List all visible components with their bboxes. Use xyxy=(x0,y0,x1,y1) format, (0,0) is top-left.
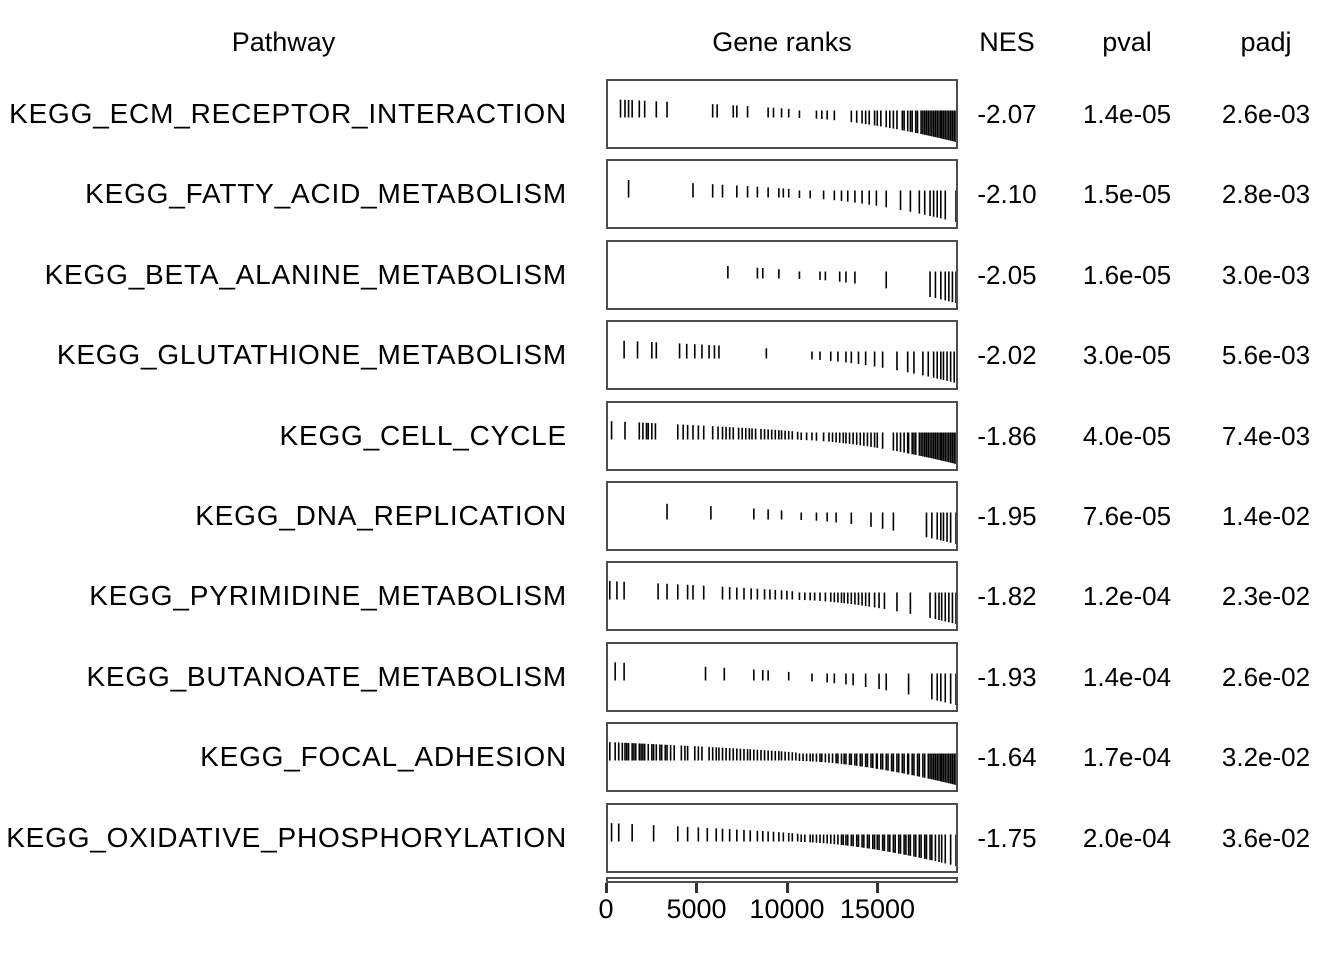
padj-value: 3.6e-02 xyxy=(1221,822,1311,853)
padj-value: 2.6e-03 xyxy=(1221,99,1311,129)
nes-value: -2.07 xyxy=(977,99,1037,129)
pval-value: 2.0e-04 xyxy=(1082,822,1172,853)
pathway-label: KEGG_PYRIMIDINE_METABOLISM xyxy=(89,580,567,612)
pval-value: 7.6e-05 xyxy=(1082,501,1172,531)
gene-ranks-plot xyxy=(606,400,958,471)
nes-value: -1.93 xyxy=(977,661,1037,692)
padj-value: 5.6e-03 xyxy=(1221,340,1311,371)
gene-ranks-plot xyxy=(606,159,958,230)
nes-value: -1.86 xyxy=(977,420,1037,451)
gene-ranks-plot xyxy=(606,79,958,149)
axis-tick-mark xyxy=(695,883,699,893)
nes-value: -1.82 xyxy=(977,581,1037,612)
padj-value: 1.4e-02 xyxy=(1221,501,1311,531)
axis-tick-mark xyxy=(876,883,880,893)
column-header-padj: padj xyxy=(1240,27,1292,57)
axis-tick-label: 10000 xyxy=(749,894,825,924)
pathway-label: KEGG_DNA_REPLICATION xyxy=(195,500,567,531)
nes-value: -1.75 xyxy=(977,822,1037,853)
nes-value: -1.64 xyxy=(977,742,1037,773)
pathway-label: KEGG_CELL_CYCLE xyxy=(279,419,567,451)
pval-value: 1.6e-05 xyxy=(1082,259,1172,290)
pathway-label: KEGG_OXIDATIVE_PHOSPHORYLATION xyxy=(6,821,567,853)
column-header-pathway: Pathway xyxy=(231,27,336,57)
padj-value: 3.0e-03 xyxy=(1221,259,1311,290)
column-header-nes: NES xyxy=(979,27,1035,57)
padj-value: 3.2e-02 xyxy=(1221,742,1311,773)
pval-value: 3.0e-05 xyxy=(1082,340,1172,371)
padj-value: 2.3e-02 xyxy=(1221,581,1311,612)
nes-value: -1.95 xyxy=(977,501,1037,531)
gene-ranks-plot xyxy=(606,641,958,712)
gene-ranks-plot xyxy=(606,561,958,632)
nes-value: -2.05 xyxy=(977,259,1037,290)
column-header-gene-ranks: Gene ranks xyxy=(712,27,852,57)
pathway-label: KEGG_ECM_RECEPTOR_INTERACTION xyxy=(9,98,567,129)
axis-tick-label: 15000 xyxy=(839,894,915,924)
pval-value: 1.4e-05 xyxy=(1082,99,1172,129)
gene-ranks-plot xyxy=(606,481,958,551)
axis-tick-mark xyxy=(605,883,608,893)
column-header-pval: pval xyxy=(1102,27,1152,57)
nes-value: -2.10 xyxy=(977,179,1037,210)
axis-tick-label: 0 xyxy=(598,894,614,924)
gene-ranks-plot xyxy=(606,802,958,873)
gene-ranks-plot xyxy=(606,722,958,793)
pval-value: 1.7e-04 xyxy=(1082,742,1172,773)
padj-value: 2.6e-02 xyxy=(1221,661,1311,692)
axis-tick-label: 5000 xyxy=(666,894,727,924)
pathway-label: KEGG_FATTY_ACID_METABOLISM xyxy=(85,178,567,210)
pval-value: 1.5e-05 xyxy=(1082,179,1172,210)
pval-value: 1.4e-04 xyxy=(1082,661,1172,692)
pathway-label: KEGG_BETA_ALANINE_METABOLISM xyxy=(44,258,567,290)
nes-value: -2.02 xyxy=(977,340,1037,371)
pathway-label: KEGG_BUTANOATE_METABOLISM xyxy=(86,660,567,692)
axis-tick-mark xyxy=(785,883,789,893)
gene-ranks-plot xyxy=(606,239,958,310)
gene-ranks-plot xyxy=(606,320,958,391)
pathway-label: KEGG_FOCAL_ADHESION xyxy=(200,741,567,773)
padj-value: 7.4e-03 xyxy=(1221,420,1311,451)
rank-axis-line xyxy=(606,877,958,883)
pathway-label: KEGG_GLUTATHIONE_METABOLISM xyxy=(56,339,567,371)
pval-value: 4.0e-05 xyxy=(1082,420,1172,451)
padj-value: 2.8e-03 xyxy=(1221,179,1311,210)
pval-value: 1.2e-04 xyxy=(1082,581,1172,612)
